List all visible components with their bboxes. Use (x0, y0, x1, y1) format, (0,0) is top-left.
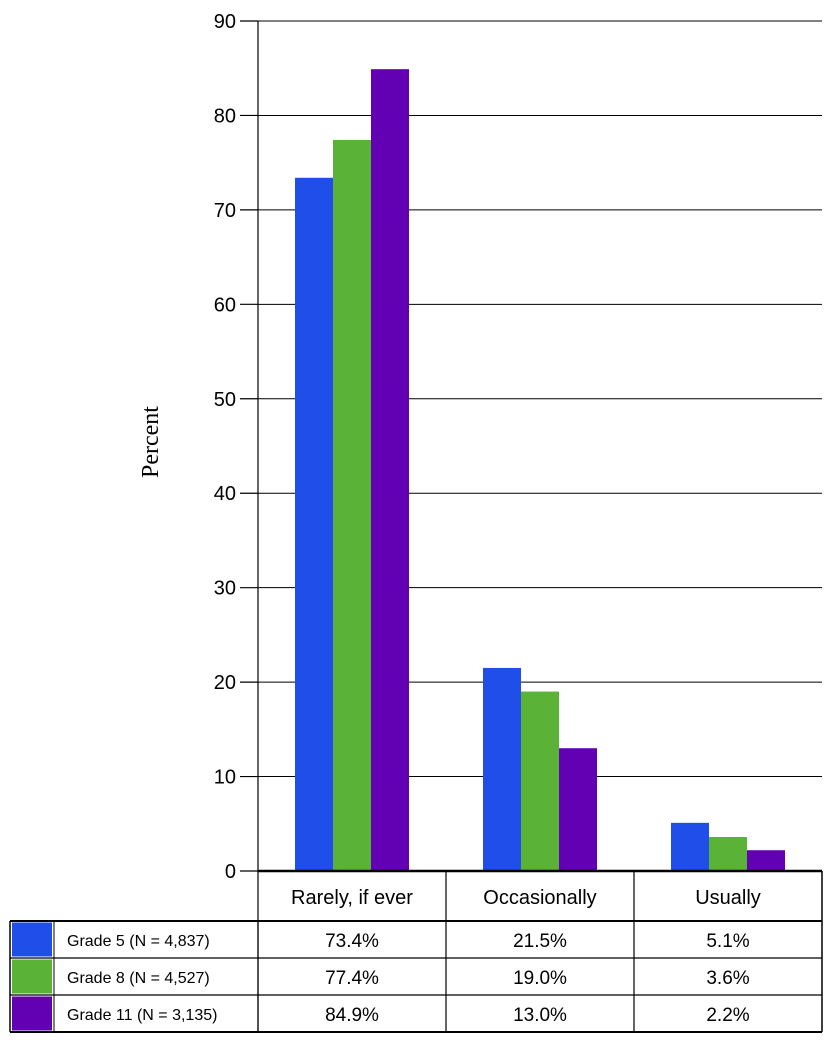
bar (483, 667, 521, 871)
data-label: 5.1% (706, 931, 749, 952)
bars (295, 69, 785, 871)
legend-swatch (12, 996, 52, 1031)
category-label: Occasionally (483, 887, 596, 909)
y-tick-label: 90 (214, 11, 236, 33)
bar (709, 837, 747, 871)
legend-swatch (12, 959, 52, 994)
y-tick-label: 0 (225, 861, 236, 883)
legend-swatch (12, 922, 52, 957)
category-label: Usually (695, 887, 761, 909)
category-label: Rarely, if ever (291, 887, 413, 909)
y-tick-label: 10 (214, 767, 236, 789)
data-label: 13.0% (513, 1005, 567, 1026)
data-table: Rarely, if ever Occasionally Usually Grade … (9, 871, 823, 1033)
axes (240, 20, 822, 873)
bar (371, 69, 409, 871)
y-tick-label: 20 (214, 672, 236, 694)
data-label: 21.5% (513, 931, 567, 952)
data-label: 2.2% (706, 1005, 749, 1026)
y-tick-label: 30 (214, 578, 236, 600)
y-tick-label: 50 (214, 389, 236, 411)
bar (295, 177, 333, 871)
y-tick-label: 60 (214, 294, 236, 316)
bar (333, 140, 371, 871)
legend-label: Grade 11 (N = 3,135) (67, 1007, 217, 1024)
y-tick-labels: 0 10 20 30 40 50 60 70 80 90 (214, 11, 236, 883)
y-tick-label: 70 (214, 200, 236, 222)
y-tick-label: 40 (214, 483, 236, 505)
legend-label: Grade 5 (N = 4,837) (67, 933, 210, 950)
y-axis-label: Percent (138, 406, 164, 478)
bar (671, 822, 709, 871)
bar (521, 691, 559, 871)
data-label: 77.4% (325, 968, 379, 989)
y-tick-label: 80 (214, 105, 236, 127)
bar (559, 748, 597, 871)
data-label: 19.0% (513, 968, 567, 989)
data-label: 73.4% (325, 931, 379, 952)
legend-label: Grade 8 (N = 4,527) (67, 970, 210, 987)
bar (747, 850, 785, 871)
data-label: 84.9% (325, 1005, 379, 1026)
data-label: 3.6% (706, 968, 749, 989)
